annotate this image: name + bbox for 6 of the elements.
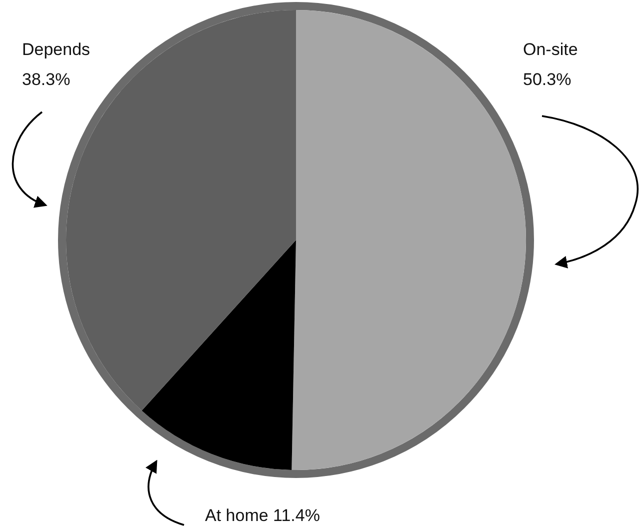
data-label: 50.3% xyxy=(523,70,572,89)
slice-label: On-site xyxy=(523,40,578,59)
slice-label: At home 11.4% xyxy=(205,506,320,525)
data-label: 38.3% xyxy=(22,70,70,89)
pie-slice xyxy=(142,240,296,470)
slice-label: Depends xyxy=(22,40,90,59)
